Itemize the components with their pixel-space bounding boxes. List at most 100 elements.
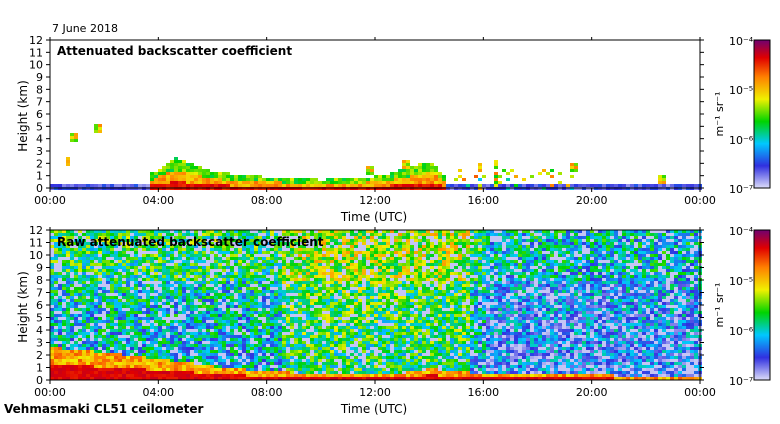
raster-cell xyxy=(326,239,330,242)
raster-cell xyxy=(362,266,366,269)
raster-cell xyxy=(58,302,62,305)
raster-cell xyxy=(210,269,214,272)
raster-cell xyxy=(298,272,302,275)
raster-cell xyxy=(158,341,162,344)
raster-cell xyxy=(62,329,66,332)
raster-cell xyxy=(210,172,214,175)
raster-cell xyxy=(194,311,198,314)
raster-cell xyxy=(54,290,58,293)
raster-cell xyxy=(310,260,314,263)
raster-cell xyxy=(82,266,86,269)
raster-cell xyxy=(230,284,234,287)
raster-cell xyxy=(358,251,362,254)
raster-cell xyxy=(262,290,266,293)
raster-cell xyxy=(282,368,286,371)
raster-cell xyxy=(334,257,338,260)
raster-cell xyxy=(162,338,166,341)
raster-cell xyxy=(294,181,298,184)
raster-cell xyxy=(186,254,190,257)
raster-cell xyxy=(162,305,166,308)
raster-cell xyxy=(178,163,182,166)
raster-cell xyxy=(306,254,310,257)
raster-cell xyxy=(306,341,310,344)
raster-cell xyxy=(86,308,90,311)
raster-cell xyxy=(274,332,278,335)
raster-cell xyxy=(230,181,234,184)
raster-cell xyxy=(322,269,326,272)
raster-cell xyxy=(202,326,206,329)
raster-cell xyxy=(274,302,278,305)
raster-cell xyxy=(346,248,350,251)
raster-cell xyxy=(286,272,290,275)
raster-cell xyxy=(298,257,302,260)
raster-cell xyxy=(86,278,90,281)
raster-cell xyxy=(86,275,90,278)
raster-cell xyxy=(74,296,78,299)
raster-cell xyxy=(342,362,346,365)
raster-cell xyxy=(246,311,250,314)
raster-cell xyxy=(134,347,138,350)
raster-cell xyxy=(282,299,286,302)
raster-cell xyxy=(358,236,362,239)
raster-cell xyxy=(278,275,282,278)
raster-cell xyxy=(174,157,178,160)
raster-cell xyxy=(102,281,106,284)
raster-cell xyxy=(158,314,162,317)
raster-cell xyxy=(58,335,62,338)
raster-cell xyxy=(114,296,118,299)
raster-cell xyxy=(294,257,298,260)
raster-cell xyxy=(138,365,142,368)
raster-cell xyxy=(242,323,246,326)
raster-cell xyxy=(186,374,190,377)
raster-cell xyxy=(90,311,94,314)
raster-cell xyxy=(90,344,94,347)
raster-cell xyxy=(338,344,342,347)
raster-cell xyxy=(130,317,134,320)
raster-cell xyxy=(450,184,454,187)
raster-cell xyxy=(254,263,258,266)
raster-cell xyxy=(270,374,274,377)
raster-cell xyxy=(386,236,390,239)
raster-cell xyxy=(162,293,166,296)
raster-cell xyxy=(146,362,150,365)
raster-cell xyxy=(318,290,322,293)
raster-cell xyxy=(130,275,134,278)
raster-cell xyxy=(50,296,54,299)
raster-cell xyxy=(106,305,110,308)
raster-cell xyxy=(266,353,270,356)
raster-cell xyxy=(258,374,262,377)
raster-cell xyxy=(282,356,286,359)
raster-cell xyxy=(186,175,190,178)
raster-cell xyxy=(190,266,194,269)
raster-cell xyxy=(270,338,274,341)
raster-cell xyxy=(54,353,58,356)
raster-cell xyxy=(354,263,358,266)
raster-cell xyxy=(186,347,190,350)
raster-cell xyxy=(58,299,62,302)
raster-cell xyxy=(54,281,58,284)
raster-cell xyxy=(214,287,218,290)
raster-cell xyxy=(150,365,154,368)
raster-cell xyxy=(270,254,274,257)
raster-cell xyxy=(190,341,194,344)
raster-cell xyxy=(362,284,366,287)
raster-cell xyxy=(230,314,234,317)
raster-cell xyxy=(562,184,566,187)
raster-cell xyxy=(118,254,122,257)
raster-cell xyxy=(382,184,386,187)
raster-cell xyxy=(222,323,226,326)
raster-cell xyxy=(94,269,98,272)
raster-cell xyxy=(214,335,218,338)
raster-cell xyxy=(126,278,130,281)
raster-cell xyxy=(362,368,366,371)
raster-cell xyxy=(382,308,386,311)
raster-cell xyxy=(278,320,282,323)
raster-cell xyxy=(50,359,54,362)
raster-cell xyxy=(226,362,230,365)
raster-cell xyxy=(274,350,278,353)
raster-cell xyxy=(50,290,54,293)
raster-cell xyxy=(130,338,134,341)
raster-cell xyxy=(378,278,382,281)
raster-cell xyxy=(326,245,330,248)
